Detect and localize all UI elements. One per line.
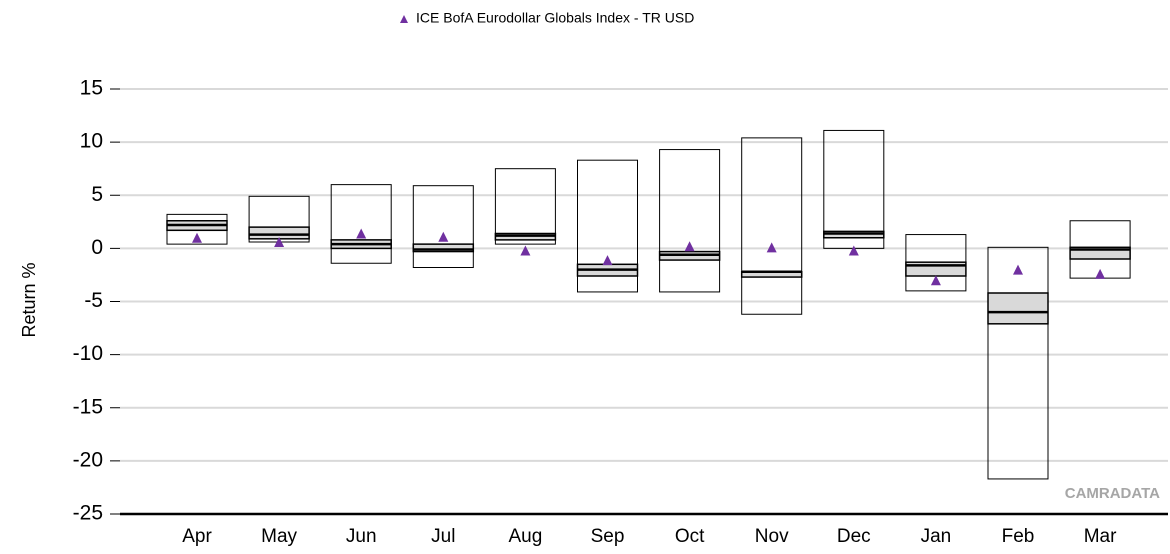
- y-axis-label: Return %: [19, 262, 39, 337]
- range-box: [987, 246, 1049, 480]
- x-tick-label: Jan: [921, 526, 952, 547]
- y-tick-label: -15: [73, 395, 103, 418]
- index-marker: [930, 275, 941, 286]
- index-marker: [438, 231, 449, 242]
- x-tick-label: Dec: [837, 526, 871, 547]
- x-tick-label: Mar: [1084, 526, 1117, 547]
- y-tick-label: -10: [73, 342, 103, 365]
- range-box: [577, 159, 638, 293]
- y-tick-label: -5: [84, 289, 103, 312]
- x-tick-label: Aug: [508, 526, 542, 547]
- y-tick-label: 10: [80, 130, 103, 153]
- x-tick-label: Feb: [1002, 526, 1035, 547]
- index-marker: [192, 232, 202, 243]
- index-marker: [766, 242, 777, 253]
- y-tick-label: 5: [91, 183, 103, 206]
- index-marker: [274, 237, 285, 247]
- y-tick-label: -25: [73, 502, 103, 525]
- quartile-box: [412, 243, 475, 253]
- legend-label: ICE BofA Eurodollar Globals Index - TR U…: [416, 10, 694, 26]
- quartile-box: [1069, 246, 1131, 260]
- index-marker: [520, 245, 531, 256]
- x-tick-label: Oct: [675, 526, 705, 547]
- y-tick-label: 15: [80, 77, 103, 100]
- index-marker: [684, 241, 695, 252]
- y-tick-label: 0: [91, 236, 103, 259]
- index-marker: [356, 228, 367, 239]
- x-tick-label: Jul: [431, 526, 455, 547]
- index-marker: [602, 255, 613, 266]
- x-tick-label: Jun: [346, 526, 377, 547]
- x-tick-label: Apr: [182, 526, 212, 547]
- range-box: [412, 185, 474, 268]
- x-tick-label: Sep: [591, 526, 625, 547]
- index-marker: [848, 245, 859, 256]
- watermark: CAMRADATA: [1065, 485, 1160, 502]
- x-tick-label: May: [261, 526, 297, 547]
- y-tick-label: -20: [73, 448, 103, 471]
- range-box: [741, 137, 803, 315]
- index-marker: [1013, 264, 1023, 275]
- quartile-box: [987, 292, 1049, 325]
- index-marker: [1095, 268, 1106, 279]
- x-tick-label: Nov: [755, 526, 789, 547]
- range-box: [659, 149, 721, 293]
- range-box: [494, 168, 556, 245]
- legend-marker: [400, 15, 408, 23]
- range-box: [330, 184, 392, 264]
